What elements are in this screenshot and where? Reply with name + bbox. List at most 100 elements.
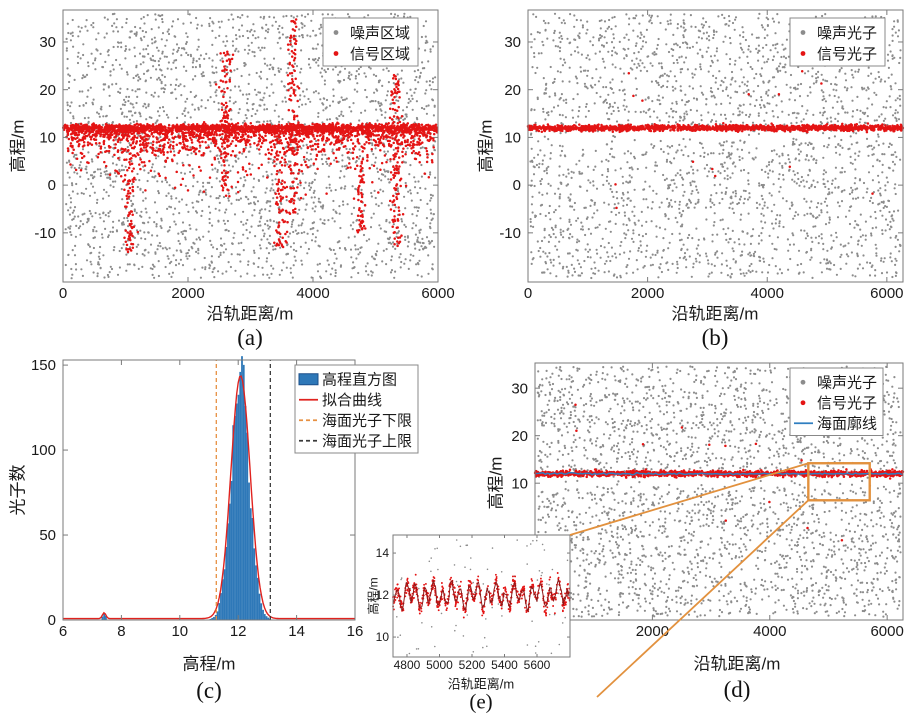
signal-dots xyxy=(61,18,439,254)
hist-bar xyxy=(253,548,256,620)
tick-label: 5200 xyxy=(459,658,486,672)
hist-bar xyxy=(251,518,254,620)
hist-bar xyxy=(249,508,252,620)
panel-a-xlabel: 沿轨距离/m xyxy=(206,304,294,324)
noise-dots xyxy=(64,12,437,280)
fit-curve xyxy=(63,375,355,620)
tick-label: 10 xyxy=(39,130,56,147)
tick-label: 20 xyxy=(39,82,56,99)
panel-c-xlabel: 高程/m xyxy=(182,654,236,674)
tick-label: 14 xyxy=(376,546,390,560)
hist-bar xyxy=(248,482,250,620)
tick-label: 6 xyxy=(59,623,67,640)
zoom-connector-lines xyxy=(569,462,809,698)
tick-label: 信号区域 xyxy=(350,46,410,63)
axes-frame xyxy=(534,362,904,621)
hist-bar xyxy=(213,616,215,620)
tick-label: -10 xyxy=(34,225,56,242)
tick-label: 50 xyxy=(39,527,56,544)
panel-b-xlabel: 沿轨距离/m xyxy=(671,304,759,324)
hist-bar xyxy=(256,577,259,620)
hist-bar xyxy=(244,406,247,620)
tick-label: 海面光子上限 xyxy=(322,433,412,450)
hist-bar xyxy=(263,614,266,620)
hist-bar xyxy=(220,593,222,620)
legend-marker-dot xyxy=(333,51,339,56)
inset-fit-line xyxy=(393,578,570,613)
panel-e-zoom-inset: 4800 5000 5200 5400 5600 10 12 14 xyxy=(376,534,571,672)
hist-bar xyxy=(265,616,268,620)
hist-bar xyxy=(235,403,238,620)
tick-label: 0 xyxy=(524,285,532,302)
axes-frame xyxy=(392,534,571,658)
legend-marker-dot xyxy=(800,51,806,56)
hist-bar xyxy=(227,523,229,620)
tick-label: 0 xyxy=(48,177,56,194)
hist-bar xyxy=(230,480,233,620)
tick-label: 0 xyxy=(48,612,56,629)
tick-label: 5000 xyxy=(426,658,453,672)
panel-e-xlabel: 沿轨距离/m xyxy=(447,676,515,692)
hist-bar xyxy=(255,565,257,620)
hist-bar xyxy=(101,616,104,620)
tick-label: 16 xyxy=(347,623,364,640)
tick-label: 12 xyxy=(376,588,390,602)
hist-bar xyxy=(242,364,245,620)
tick-label: 2000 xyxy=(171,285,204,302)
panel-e-caption: (e) xyxy=(469,689,493,714)
hist-bar xyxy=(239,371,242,620)
tick-label: 10 xyxy=(171,623,188,640)
hist-bar xyxy=(267,617,270,620)
panel-d-xlabel: 沿轨距离/m xyxy=(693,654,781,674)
hist-bar xyxy=(262,609,264,620)
tick-label: 10 xyxy=(511,475,528,492)
tick-label: 150 xyxy=(31,357,56,374)
tick-label: 10 xyxy=(376,630,390,644)
zoom-box xyxy=(807,462,871,502)
hist-bar xyxy=(209,618,212,620)
hist-bar xyxy=(103,613,106,620)
hist-bar xyxy=(218,603,221,620)
tick-label: 8 xyxy=(117,623,125,640)
legend-marker-fill xyxy=(298,373,319,386)
tick-label: 14 xyxy=(288,623,305,640)
tick-label: 30 xyxy=(39,34,56,51)
panel-d-ylabel: 高程/m xyxy=(486,456,506,510)
tick-label: 10 xyxy=(504,130,521,147)
signal-dots xyxy=(533,403,905,542)
hist-bar xyxy=(260,603,263,620)
connector-line-top xyxy=(569,462,809,536)
connector-line-bottom xyxy=(596,499,809,698)
tick-label: 2000 xyxy=(636,623,669,640)
tick-label: 信号光子 xyxy=(817,395,877,412)
tick-label: 5600 xyxy=(524,658,551,672)
tick-label: 12 xyxy=(230,623,247,640)
hist-bar xyxy=(228,503,231,620)
tick-label: 噪声光子 xyxy=(817,374,877,392)
tick-label: 高程直方图 xyxy=(322,372,397,389)
hist-bar xyxy=(225,546,228,620)
hist-bar xyxy=(223,569,226,620)
tick-label: 4800 xyxy=(394,658,421,672)
tick-label: -10 xyxy=(499,225,521,242)
tick-label: 海面廓线 xyxy=(817,416,877,433)
tick-label: 30 xyxy=(504,34,521,51)
tick-label: 4000 xyxy=(751,285,784,302)
tick-label: 噪声区域 xyxy=(350,24,410,42)
panel-c-ylabel: 光子数 xyxy=(8,464,28,516)
hist-bar xyxy=(258,593,261,620)
tick-label: 6000 xyxy=(870,623,903,640)
panel-c-caption: (c) xyxy=(196,678,222,703)
tick-label: 0 xyxy=(513,177,521,194)
tick-label: 4000 xyxy=(753,623,786,640)
panel-a-ylabel: 高程/m xyxy=(8,119,28,173)
tick-label: 海面光子下限 xyxy=(322,413,412,430)
tick-label: 6000 xyxy=(421,285,454,302)
